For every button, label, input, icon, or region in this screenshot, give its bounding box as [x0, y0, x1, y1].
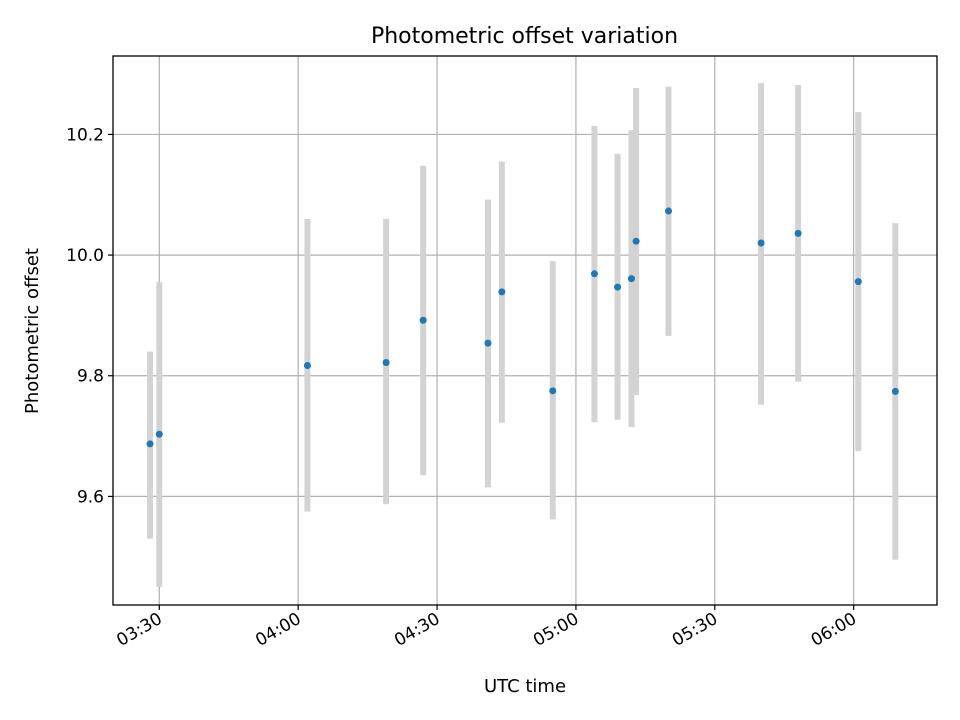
chart-title: Photometric offset variation — [371, 24, 678, 49]
data-point — [498, 288, 506, 296]
y-tick-label: 9.6 — [77, 487, 104, 507]
data-point — [891, 387, 899, 395]
plot-frame — [112, 55, 938, 606]
data-point — [382, 358, 390, 366]
y-tick-label: 10.0 — [66, 246, 104, 266]
y-tick-label: 10.2 — [66, 125, 104, 145]
y-tick-label: 9.8 — [77, 367, 104, 387]
data-point — [590, 270, 598, 278]
data-point — [794, 229, 802, 237]
data-point — [303, 361, 311, 369]
data-point — [757, 239, 765, 247]
data-point — [632, 237, 640, 245]
data-point — [155, 430, 163, 438]
y-axis-label: Photometric offset — [22, 248, 43, 414]
data-point — [665, 207, 673, 215]
data-point — [627, 275, 635, 283]
x-axis-label: UTC time — [484, 676, 566, 697]
data-point — [484, 339, 492, 347]
data-point — [854, 278, 862, 286]
data-point — [614, 283, 622, 291]
data-points — [146, 207, 899, 448]
data-point — [146, 440, 154, 448]
data-point — [419, 316, 427, 324]
y-axis-ticks: 9.6 9.8 10.0 10.2 — [66, 125, 113, 507]
data-point — [549, 387, 557, 395]
